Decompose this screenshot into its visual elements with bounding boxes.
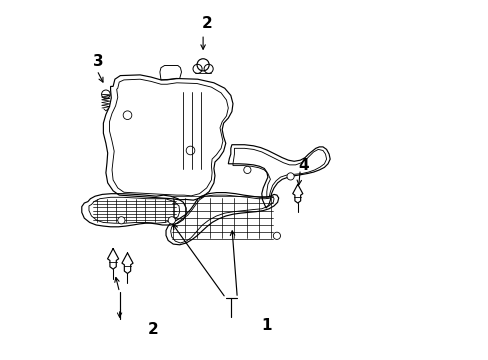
Circle shape xyxy=(273,232,280,239)
Circle shape xyxy=(244,166,250,174)
Circle shape xyxy=(286,173,294,180)
Text: 1: 1 xyxy=(260,318,271,333)
Text: 4: 4 xyxy=(298,158,308,173)
Text: 2: 2 xyxy=(201,16,212,31)
Text: 2: 2 xyxy=(147,322,158,337)
Text: 3: 3 xyxy=(93,54,104,69)
Circle shape xyxy=(118,217,125,224)
Circle shape xyxy=(168,217,175,224)
